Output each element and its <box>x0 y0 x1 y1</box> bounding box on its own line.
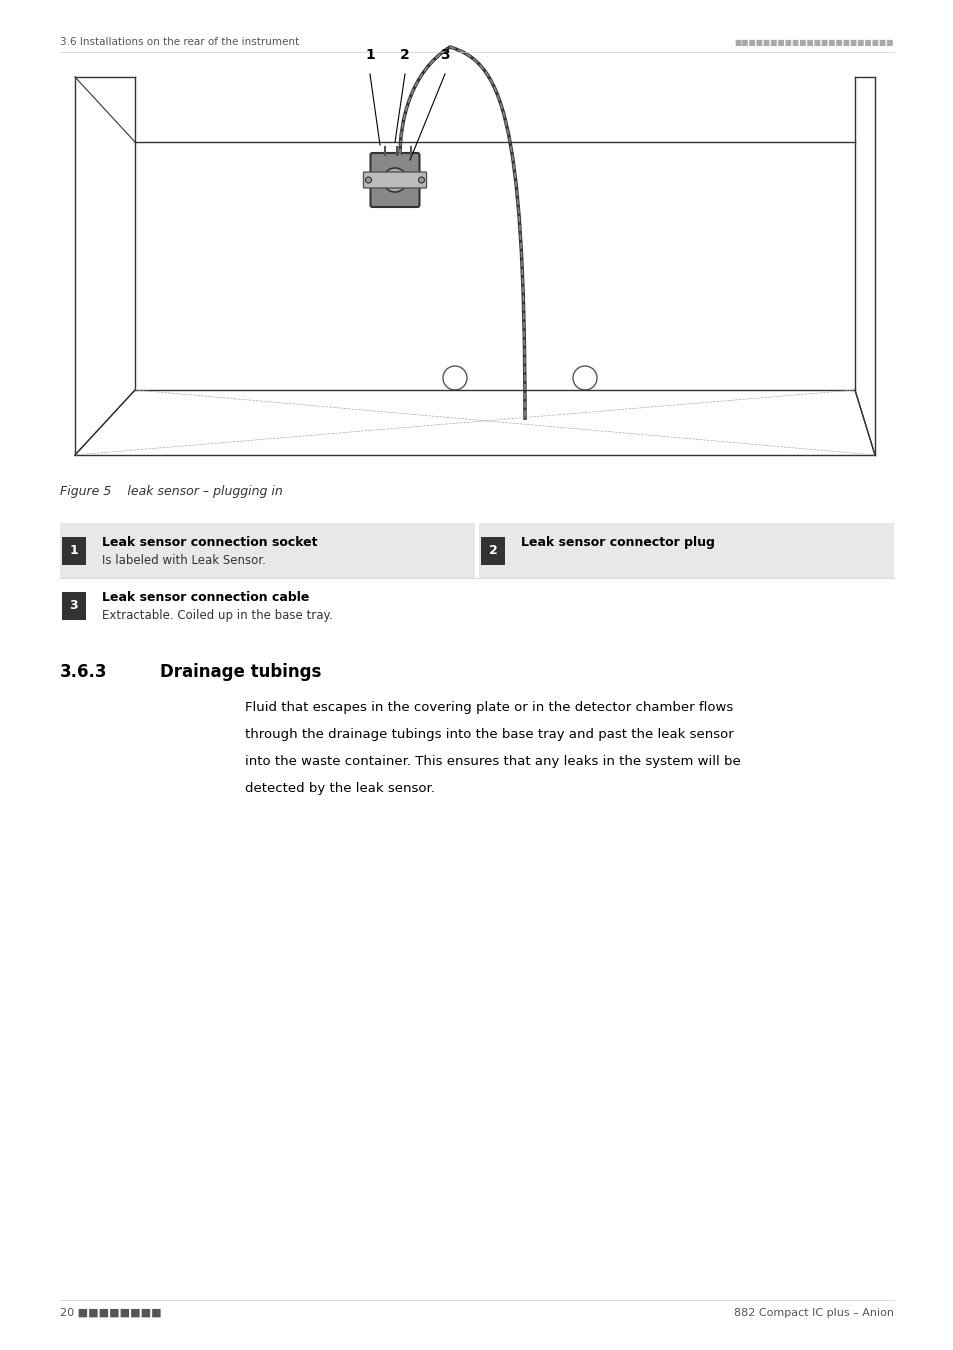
FancyBboxPatch shape <box>62 536 86 564</box>
Text: 1: 1 <box>70 544 78 558</box>
Text: 3.6 Installations on the rear of the instrument: 3.6 Installations on the rear of the ins… <box>60 36 299 47</box>
Text: ■■■■■■■■■■■■■■■■■■■■■■: ■■■■■■■■■■■■■■■■■■■■■■ <box>734 38 893 46</box>
Text: Fluid that escapes in the covering plate or in the detector chamber flows: Fluid that escapes in the covering plate… <box>245 701 733 714</box>
FancyBboxPatch shape <box>370 153 419 207</box>
Text: Leak sensor connection cable: Leak sensor connection cable <box>102 591 309 603</box>
Text: Leak sensor connector plug: Leak sensor connector plug <box>520 536 714 549</box>
Text: detected by the leak sensor.: detected by the leak sensor. <box>245 782 435 795</box>
FancyBboxPatch shape <box>480 536 504 564</box>
Text: through the drainage tubings into the base tray and past the leak sensor: through the drainage tubings into the ba… <box>245 728 733 741</box>
Circle shape <box>365 177 371 184</box>
Circle shape <box>382 167 407 192</box>
Text: into the waste container. This ensures that any leaks in the system will be: into the waste container. This ensures t… <box>245 755 740 768</box>
Text: 1: 1 <box>365 49 375 62</box>
FancyBboxPatch shape <box>60 522 475 578</box>
Text: 3: 3 <box>439 49 450 62</box>
Text: Leak sensor connection socket: Leak sensor connection socket <box>102 536 317 549</box>
Text: 2: 2 <box>399 49 410 62</box>
Circle shape <box>418 177 424 184</box>
Text: 882 Compact IC plus – Anion: 882 Compact IC plus – Anion <box>733 1308 893 1318</box>
Text: Is labeled with Leak Sensor.: Is labeled with Leak Sensor. <box>102 554 266 567</box>
Text: 3.6.3: 3.6.3 <box>60 663 108 680</box>
Text: Extractable. Coiled up in the base tray.: Extractable. Coiled up in the base tray. <box>102 609 333 622</box>
Text: 2: 2 <box>488 544 497 558</box>
FancyBboxPatch shape <box>60 578 475 633</box>
Text: 3: 3 <box>70 599 78 612</box>
FancyBboxPatch shape <box>363 171 426 188</box>
FancyBboxPatch shape <box>478 522 893 578</box>
Text: Figure 5    leak sensor – plugging in: Figure 5 leak sensor – plugging in <box>60 485 282 498</box>
Text: 20 ■■■■■■■■: 20 ■■■■■■■■ <box>60 1308 161 1318</box>
Circle shape <box>390 176 399 185</box>
Text: Drainage tubings: Drainage tubings <box>160 663 321 680</box>
FancyBboxPatch shape <box>62 591 86 620</box>
